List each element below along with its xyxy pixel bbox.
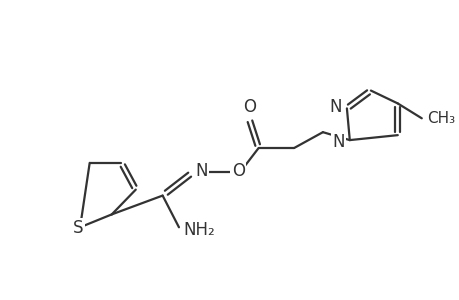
Text: CH₃: CH₃ xyxy=(426,111,455,126)
Text: N: N xyxy=(332,133,344,151)
Text: O: O xyxy=(231,162,244,180)
Text: S: S xyxy=(73,219,83,237)
Text: N: N xyxy=(329,98,341,116)
Text: N: N xyxy=(195,162,207,180)
Text: NH₂: NH₂ xyxy=(183,221,215,239)
Text: O: O xyxy=(243,98,256,116)
